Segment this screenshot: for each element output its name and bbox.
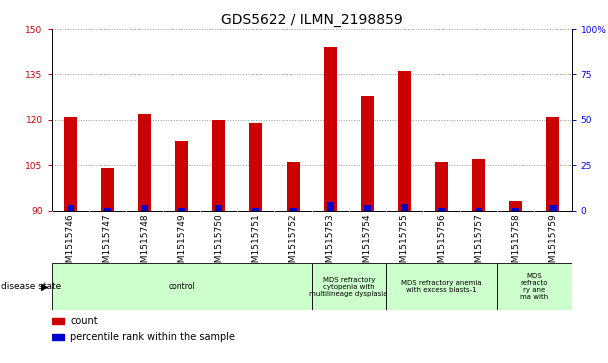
Text: percentile rank within the sample: percentile rank within the sample bbox=[71, 331, 235, 342]
Text: GSM1515753: GSM1515753 bbox=[326, 213, 334, 274]
Bar bbox=[361, 95, 374, 211]
Bar bbox=[398, 72, 411, 211]
Text: GSM1515754: GSM1515754 bbox=[363, 213, 372, 274]
Text: GSM1515752: GSM1515752 bbox=[289, 213, 297, 274]
Bar bbox=[513, 208, 519, 211]
Bar bbox=[289, 208, 297, 211]
Text: MDS refractory
cytopenia with
multilineage dysplasia: MDS refractory cytopenia with multilinea… bbox=[309, 277, 388, 297]
Bar bbox=[497, 263, 572, 310]
Text: GSM1515751: GSM1515751 bbox=[251, 213, 260, 274]
Text: GSM1515758: GSM1515758 bbox=[511, 213, 520, 274]
Text: count: count bbox=[71, 315, 98, 326]
Bar bbox=[252, 208, 260, 211]
Bar bbox=[175, 141, 188, 211]
Text: GSM1515748: GSM1515748 bbox=[140, 213, 149, 274]
Bar bbox=[52, 318, 64, 324]
Text: MDS refractory anemia
with excess blasts-1: MDS refractory anemia with excess blasts… bbox=[401, 280, 482, 293]
Bar bbox=[52, 263, 311, 310]
Bar bbox=[435, 162, 448, 211]
Text: ▶: ▶ bbox=[41, 282, 48, 292]
Bar bbox=[364, 205, 371, 211]
Bar bbox=[178, 208, 185, 211]
Bar bbox=[138, 114, 151, 211]
Bar bbox=[326, 202, 334, 211]
Bar bbox=[547, 117, 559, 211]
Text: GSM1515759: GSM1515759 bbox=[548, 213, 558, 274]
Bar bbox=[67, 205, 74, 211]
Text: GSM1515756: GSM1515756 bbox=[437, 213, 446, 274]
Text: GSM1515747: GSM1515747 bbox=[103, 213, 112, 274]
Bar bbox=[64, 117, 77, 211]
Text: GSM1515750: GSM1515750 bbox=[214, 213, 223, 274]
Bar bbox=[510, 201, 522, 211]
Text: GSM1515746: GSM1515746 bbox=[66, 213, 75, 274]
Bar bbox=[52, 334, 64, 340]
Bar bbox=[472, 159, 485, 211]
Bar bbox=[475, 208, 482, 211]
Bar bbox=[323, 47, 337, 211]
Bar bbox=[286, 162, 300, 211]
Bar bbox=[101, 168, 114, 211]
Bar bbox=[386, 263, 497, 310]
Text: control: control bbox=[168, 282, 195, 291]
Text: GSM1515755: GSM1515755 bbox=[400, 213, 409, 274]
Bar bbox=[141, 205, 148, 211]
Text: MDS
refracto
ry ane
ma with: MDS refracto ry ane ma with bbox=[520, 273, 548, 300]
Bar bbox=[401, 204, 408, 211]
Text: GSM1515749: GSM1515749 bbox=[177, 213, 186, 274]
Bar bbox=[249, 123, 263, 211]
Text: GSM1515757: GSM1515757 bbox=[474, 213, 483, 274]
Bar bbox=[311, 263, 386, 310]
Title: GDS5622 / ILMN_2198859: GDS5622 / ILMN_2198859 bbox=[221, 13, 402, 26]
Bar bbox=[104, 208, 111, 211]
Text: disease state: disease state bbox=[1, 282, 61, 291]
Bar bbox=[438, 208, 445, 211]
Bar bbox=[212, 120, 226, 211]
Bar bbox=[215, 205, 223, 211]
Bar bbox=[550, 205, 556, 211]
